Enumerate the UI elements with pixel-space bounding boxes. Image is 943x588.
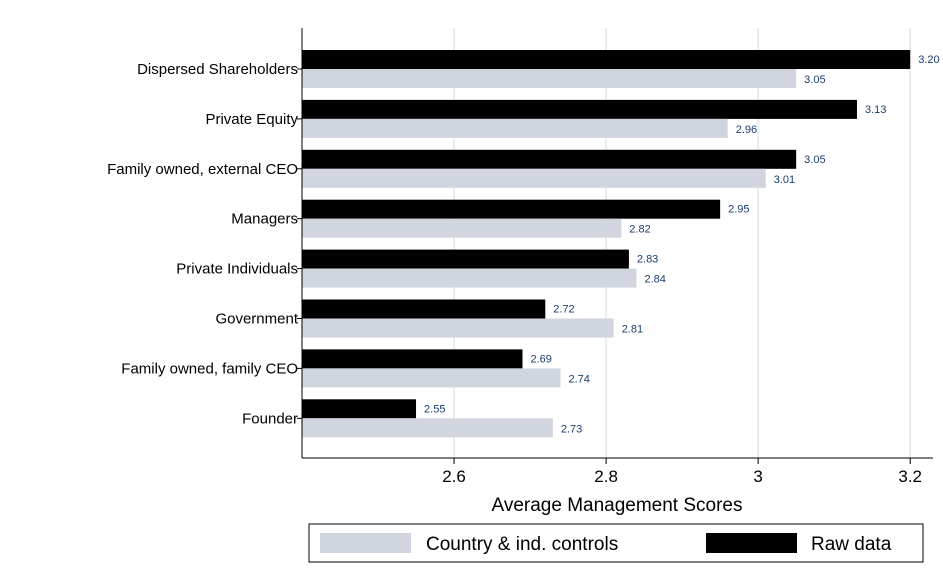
bar-controls: [302, 368, 561, 388]
value-label-raw: 2.83: [637, 254, 658, 266]
value-label-raw: 3.20: [918, 54, 939, 66]
value-label-controls: 2.81: [622, 324, 643, 336]
value-label-raw: 3.05: [804, 154, 825, 166]
category-label: Family owned, family CEO: [121, 360, 298, 377]
legend-label-controls: Country & ind. controls: [426, 534, 618, 555]
x-tick-label: 3: [753, 467, 762, 486]
bar-raw: [302, 199, 721, 219]
bars: [302, 50, 911, 438]
category-label: Government: [215, 311, 298, 328]
value-label-raw: 2.95: [728, 204, 749, 216]
category-label: Dispersed Shareholders: [137, 61, 298, 78]
bar-raw: [302, 50, 911, 69]
x-tick-label: 3.2: [898, 467, 922, 486]
x-tick-label: 2.8: [594, 467, 618, 486]
value-labels: 3.20 3.05 3.13 2.96 3.05 3.01 2.95 2.82 2.83 2.84…: [424, 54, 940, 435]
value-label-controls: 2.74: [568, 373, 589, 385]
category-label: Family owned, external CEO: [107, 161, 298, 178]
value-label-raw: 2.72: [553, 304, 574, 316]
bar-raw: [302, 299, 546, 319]
bar-controls: [302, 118, 728, 138]
value-label-raw: 3.13: [865, 104, 886, 116]
bar-controls: [302, 69, 797, 88]
bar-raw: [302, 399, 417, 419]
bar-raw: [302, 149, 797, 169]
value-label-controls: 3.01: [774, 174, 795, 186]
value-label-controls: 3.05: [804, 74, 825, 86]
value-label-controls: 2.96: [736, 124, 757, 136]
bar-raw: [302, 99, 857, 119]
legend-box: [308, 523, 924, 563]
gridlines: [453, 28, 912, 458]
legend: Country & ind. controls Raw data: [308, 523, 924, 563]
bar-controls: [302, 168, 766, 188]
value-label-controls: 2.82: [629, 224, 650, 236]
category-label: Managers: [231, 211, 298, 228]
bar-raw: [302, 349, 523, 369]
axes: 2.6 2.8 3 3.2: [297, 28, 933, 486]
category-labels: Dispersed Shareholders Private Equity Fami…: [107, 61, 299, 427]
value-label-raw: 2.69: [530, 353, 551, 365]
category-label: Private Equity: [205, 111, 298, 128]
legend-swatch-controls: [320, 533, 411, 553]
x-axis-title: Average Management Scores: [491, 495, 742, 516]
bar-controls: [302, 418, 553, 438]
bar-controls: [302, 268, 637, 288]
bar-controls: [302, 318, 614, 338]
value-label-controls: 2.73: [561, 423, 582, 435]
legend-swatch-raw: [706, 533, 797, 553]
bar-controls: [302, 218, 622, 238]
value-label-controls: 2.84: [645, 274, 666, 286]
category-label: Private Individuals: [176, 261, 298, 278]
category-label: Founder: [242, 410, 298, 427]
bar-raw: [302, 249, 629, 269]
value-label-raw: 2.55: [424, 403, 445, 415]
legend-label-raw: Raw data: [811, 534, 892, 555]
x-tick-label: 2.6: [442, 467, 466, 486]
